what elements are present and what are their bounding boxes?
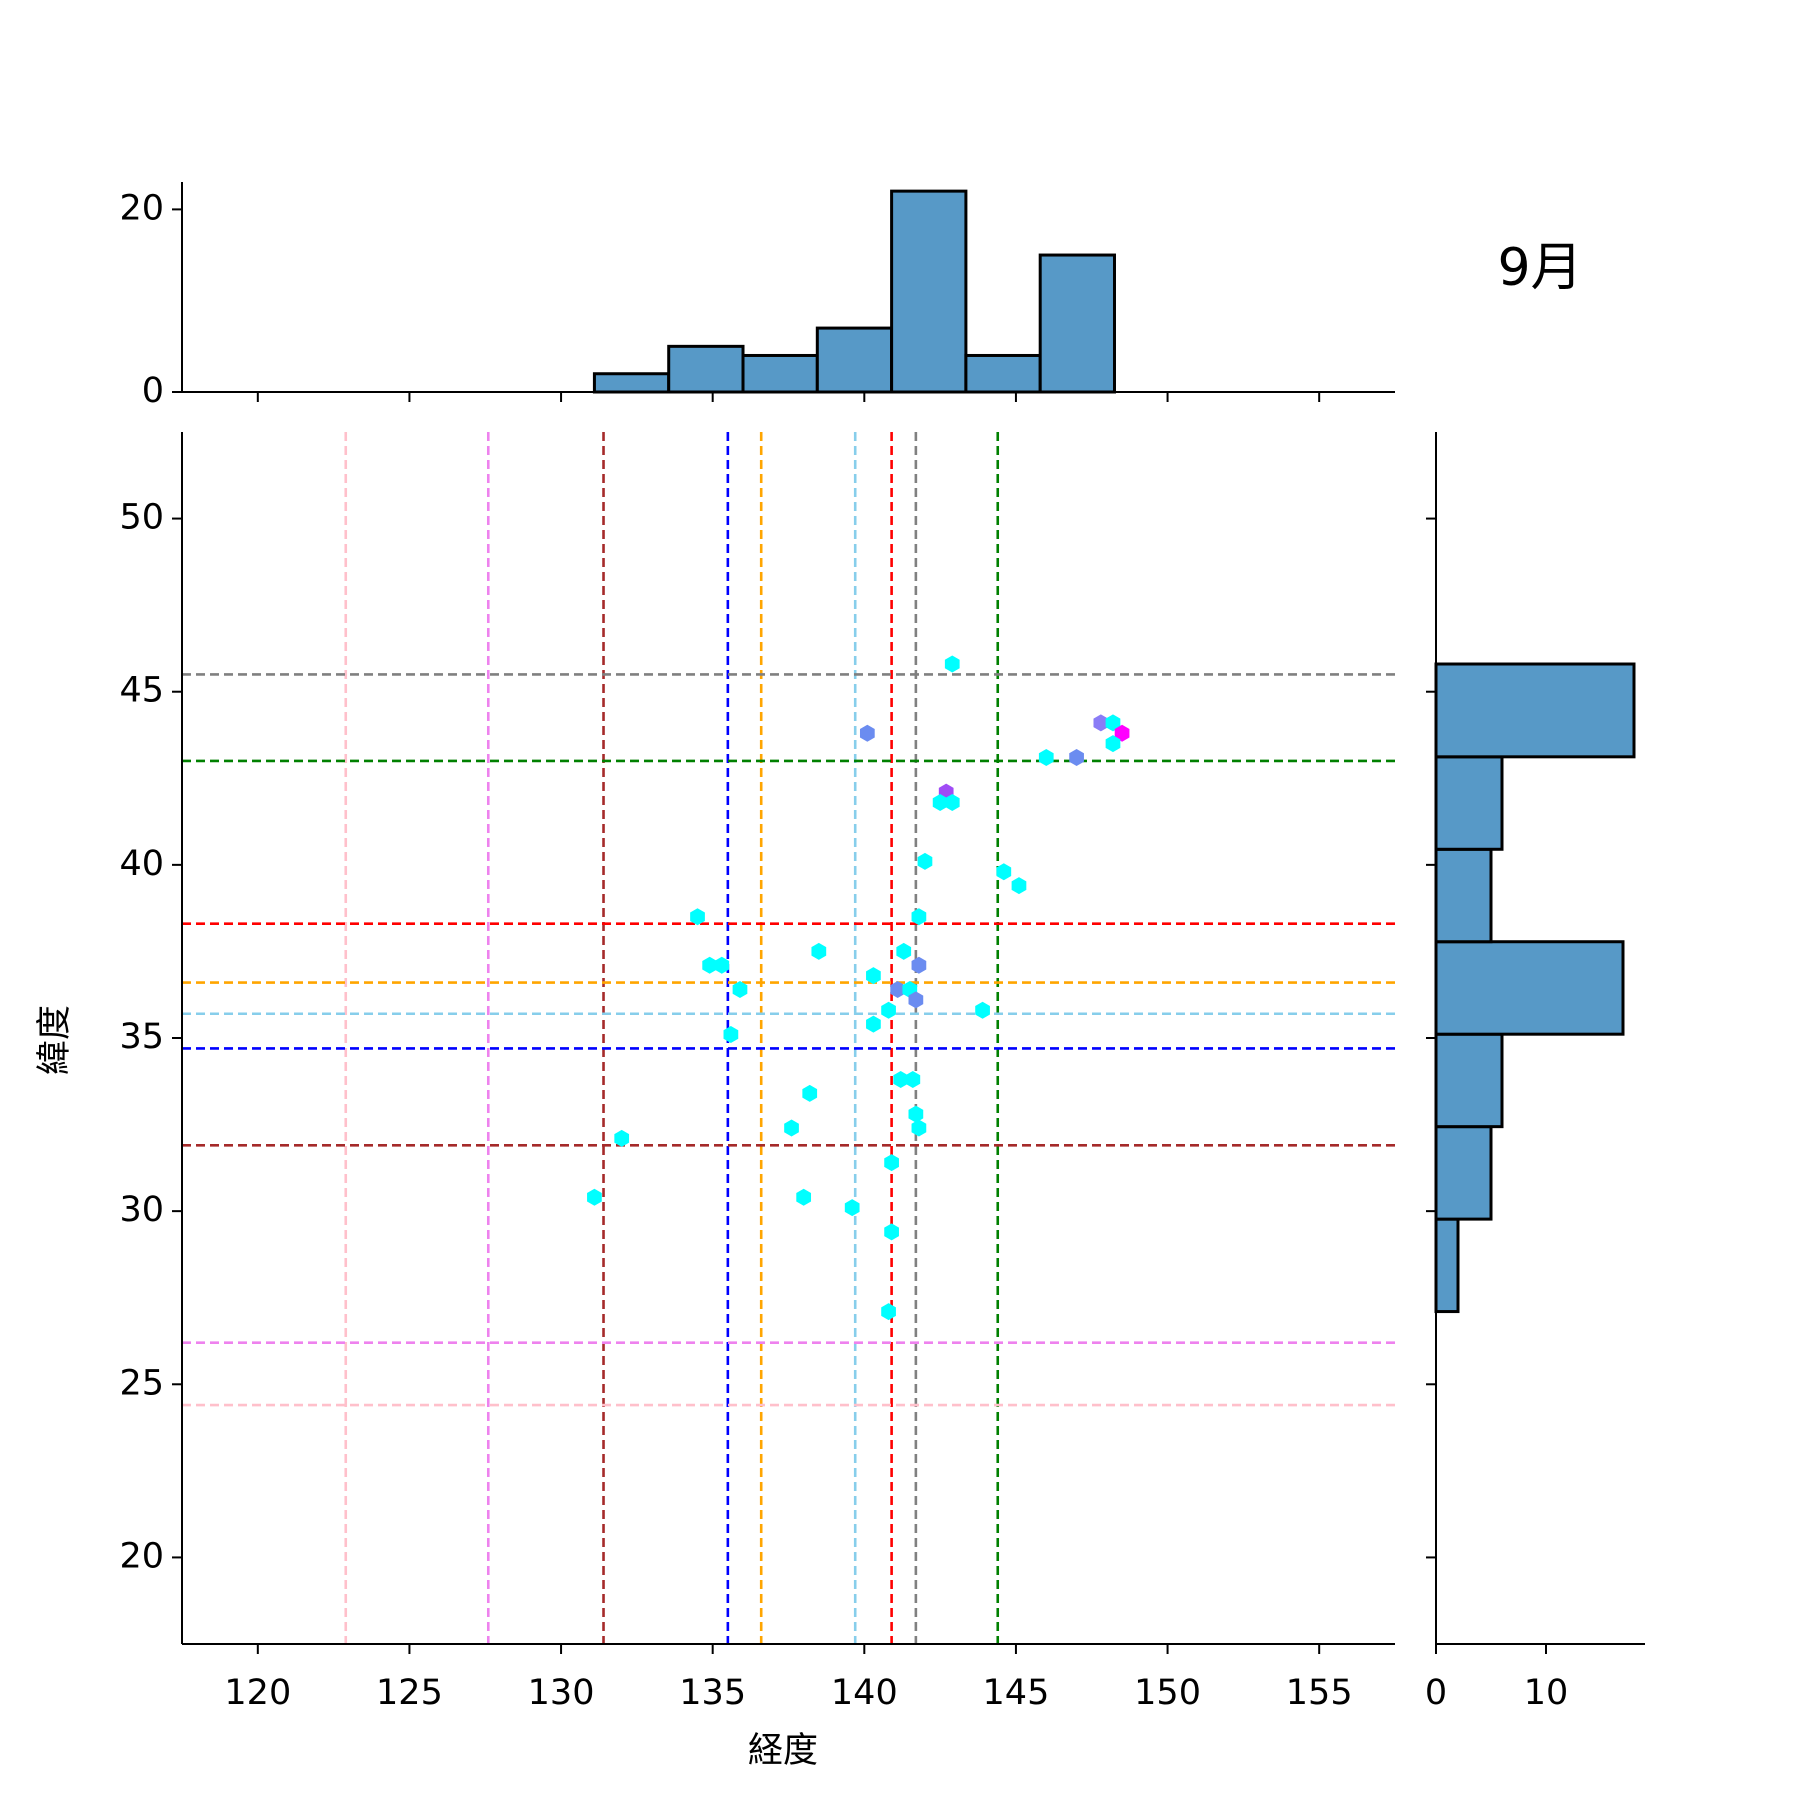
top-hist-bar	[815, 326, 894, 394]
x-tick-label: 120	[224, 1673, 291, 1713]
right-hist-bar	[1434, 1032, 1504, 1129]
right-hist-bar	[1434, 1217, 1460, 1314]
scatter-point	[614, 1129, 630, 1147]
right-hist-bar	[1434, 755, 1504, 851]
y-tick-label: 30	[119, 1190, 164, 1230]
scatter-point	[811, 942, 827, 960]
scatter-point	[732, 981, 748, 999]
y-axis-label: 緯度	[35, 1005, 75, 1075]
scatter-point	[690, 908, 705, 926]
top-hist-bar	[592, 372, 671, 394]
reference-lines	[182, 432, 1395, 1644]
scatter-point	[911, 956, 927, 974]
top-hist-bar	[667, 344, 745, 394]
scatter-point	[1114, 724, 1130, 742]
scatter-point	[714, 956, 730, 974]
scatter-point	[932, 794, 948, 812]
x-tick-label: 130	[528, 1673, 595, 1713]
right-hist-bar	[1434, 1125, 1493, 1221]
scatter-point	[881, 1001, 896, 1019]
scatter-point	[784, 1119, 799, 1137]
scatter-point	[1011, 877, 1027, 895]
scatter-point	[844, 1199, 860, 1217]
scatter-point	[884, 1223, 899, 1241]
scatter-point	[884, 1154, 899, 1172]
main-axes: 120 125 130 135 140 145 150 155 20 25 30 35 40 45 50	[119, 432, 1395, 1713]
chart-title: 9月	[1497, 238, 1582, 298]
right-histogram: 0 10	[1425, 432, 1645, 1713]
scatter-point	[896, 942, 912, 960]
scatter-point	[911, 908, 927, 926]
scatter-point	[1093, 714, 1109, 732]
scatter-point	[802, 1084, 818, 1102]
main-scatter-plot: 120 125 130 135 140 145 150 155 20 25 30 35 40 45 50	[119, 432, 1395, 1713]
right-hist-x-tick-label: 0	[1425, 1673, 1447, 1713]
scatter-point	[975, 1001, 990, 1019]
x-tick-label: 135	[679, 1673, 746, 1713]
scatter-point	[881, 1303, 896, 1321]
top-histogram: 0 20	[119, 182, 1395, 411]
scatter-point	[587, 1188, 602, 1206]
scatter-point	[1105, 714, 1121, 732]
top-hist-y-tick-label: 20	[119, 188, 164, 228]
scatter-point	[866, 967, 881, 985]
y-tick-label: 35	[119, 1017, 164, 1057]
right-hist-bar	[1434, 940, 1625, 1036]
scatter-point	[723, 1026, 739, 1044]
y-tick-label: 25	[119, 1363, 164, 1403]
scatter-point	[1069, 749, 1084, 767]
scatter-point	[944, 655, 960, 673]
right-hist-x-tick-label: 10	[1524, 1673, 1569, 1713]
x-axis-label: 経度	[748, 1731, 818, 1771]
scatter-point	[859, 724, 875, 742]
scatter-point	[911, 1119, 927, 1137]
top-hist-bar	[890, 189, 968, 394]
x-tick-label: 140	[831, 1673, 898, 1713]
y-tick-label: 50	[119, 498, 164, 538]
scatter-point	[917, 852, 933, 870]
top-hist-y-tick-label: 0	[142, 371, 164, 411]
scatter-point	[1038, 749, 1054, 767]
x-tick-label: 145	[983, 1673, 1050, 1713]
scatter-point	[905, 1071, 921, 1089]
top-hist-bar	[741, 353, 819, 394]
right-hist-bar	[1434, 847, 1493, 944]
right-hist-bar	[1434, 662, 1636, 759]
scatter-point	[1105, 735, 1121, 753]
x-tick-label: 125	[376, 1673, 443, 1713]
x-tick-label: 150	[1134, 1673, 1201, 1713]
top-hist-bar	[1038, 253, 1116, 394]
scatter-point	[890, 981, 906, 999]
scatter-point	[908, 991, 924, 1009]
y-tick-label: 40	[119, 844, 164, 884]
scatter-point	[796, 1188, 812, 1206]
scatter-point	[944, 794, 960, 812]
top-hist-bar	[964, 353, 1042, 394]
scatter-points	[587, 655, 1130, 1321]
y-tick-label: 20	[119, 1536, 164, 1576]
scatter-point	[702, 956, 718, 974]
x-tick-label: 155	[1286, 1673, 1353, 1713]
scatter-point	[908, 1105, 924, 1123]
scatter-point	[893, 1071, 909, 1089]
scatter-point	[996, 863, 1012, 881]
scatter-point	[866, 1015, 881, 1033]
y-tick-label: 45	[119, 671, 164, 711]
